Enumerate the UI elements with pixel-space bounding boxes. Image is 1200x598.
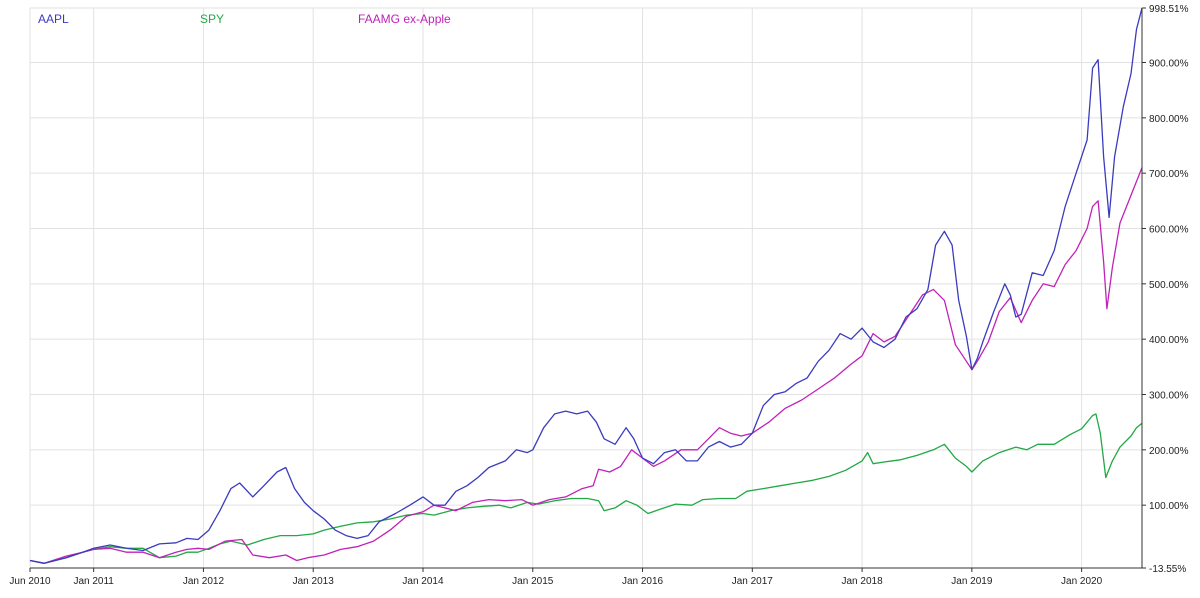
x-tick-label: Jan 2019 xyxy=(951,576,993,587)
y-tick-label: 800.00% xyxy=(1149,114,1189,125)
y-tick-label: 200.00% xyxy=(1149,446,1189,457)
legend-item-spy[interactable]: SPY xyxy=(200,12,224,26)
series-lines xyxy=(29,7,1143,564)
legend-item-faamg[interactable]: FAAMG ex-Apple xyxy=(358,12,451,26)
y-tick-label: 600.00% xyxy=(1149,225,1189,236)
y-axis-ticks: -13.55% 100.00% 200.00% 300.00% 400.00% 500.0… xyxy=(1142,4,1189,575)
x-tick-label: Jan 2013 xyxy=(293,576,335,587)
axes xyxy=(30,8,1143,569)
gridlines xyxy=(29,7,1142,569)
x-tick-label: Jan 2017 xyxy=(732,576,774,587)
legend-label-faamg: FAAMG ex-Apple xyxy=(358,12,451,26)
y-tick-label: 500.00% xyxy=(1149,280,1189,291)
series-line-faamg-ex-apple xyxy=(29,167,1143,564)
x-tick-label: Jan 2015 xyxy=(512,576,554,587)
y-tick-label: 400.00% xyxy=(1149,335,1189,346)
y-tick-label: -13.55% xyxy=(1149,564,1186,575)
x-tick-label: Jan 2016 xyxy=(622,576,664,587)
y-tick-label: 700.00% xyxy=(1149,169,1189,180)
series-line-spy xyxy=(29,413,1143,564)
y-tick-label: 900.00% xyxy=(1149,59,1189,70)
x-tick-label: Jan 2020 xyxy=(1061,576,1103,587)
y-tick-label: 300.00% xyxy=(1149,391,1189,402)
y-tick-label: 998.51% xyxy=(1149,4,1189,15)
series-line-aapl xyxy=(29,7,1143,564)
legend-label-aapl: AAPL xyxy=(38,12,69,26)
x-tick-label: Jan 2014 xyxy=(402,576,444,587)
y-tick-label: 100.00% xyxy=(1149,501,1189,512)
x-tick-label: Jan 2012 xyxy=(183,576,225,587)
legend-label-spy: SPY xyxy=(200,12,225,26)
x-tick-label: Jun 2010 xyxy=(9,576,51,587)
legend-item-aapl[interactable]: AAPL xyxy=(38,12,69,26)
x-tick-label: Jan 2011 xyxy=(73,576,114,587)
x-axis-ticks: Jun 2010 Jan 2011 Jan 2012 Jan 2013 Jan 2014… xyxy=(9,568,1103,587)
x-tick-label: Jan 2018 xyxy=(842,576,884,587)
